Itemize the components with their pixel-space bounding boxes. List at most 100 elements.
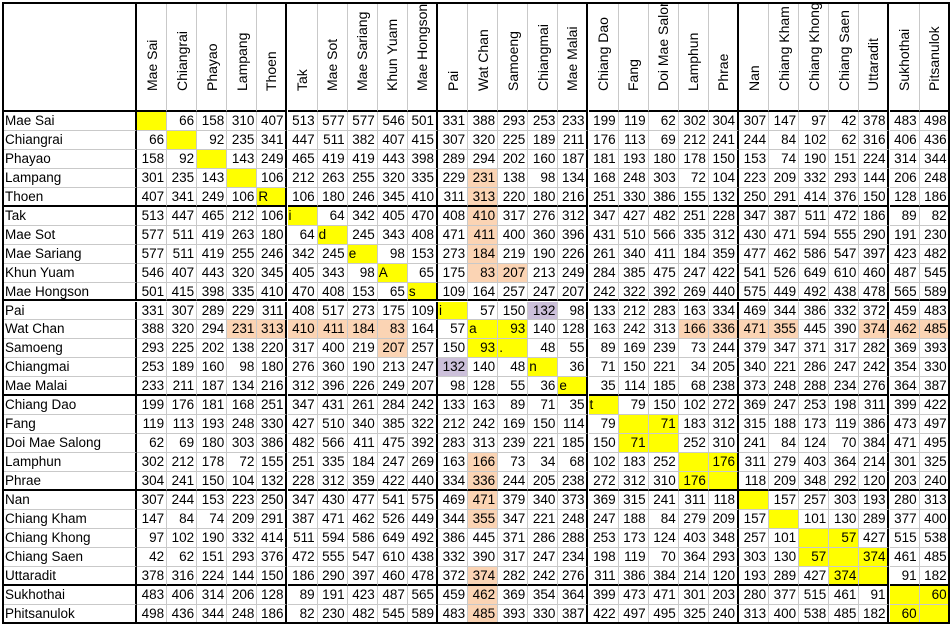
distance-cell[interactable]: 354 — [889, 358, 920, 378]
distance-cell[interactable]: 82 — [919, 206, 950, 226]
distance-cell[interactable]: 247 — [588, 509, 619, 529]
distance-cell[interactable]: 207 — [377, 339, 408, 359]
distance-cell[interactable]: 225 — [498, 130, 529, 150]
distance-cell[interactable]: 411 — [317, 320, 348, 340]
distance-cell[interactable]: 320 — [167, 320, 198, 340]
distance-cell[interactable]: 144 — [859, 168, 890, 188]
distance-cell[interactable]: 427 — [287, 415, 318, 435]
distance-cell[interactable]: 91 — [889, 566, 920, 586]
distance-cell[interactable]: 71 — [528, 396, 559, 416]
distance-cell[interactable]: 347 — [287, 396, 318, 416]
empty-cell[interactable] — [618, 415, 649, 435]
distance-cell[interactable]: 345 — [257, 263, 288, 283]
distance-cell[interactable]: 119 — [137, 415, 168, 435]
distance-cell[interactable]: 151 — [829, 149, 860, 169]
distance-cell[interactable]: 191 — [889, 225, 920, 245]
distance-cell[interactable]: 399 — [588, 585, 619, 605]
column-header-uttaradit[interactable]: Uttaradit — [859, 2, 890, 112]
distance-cell[interactable]: 462 — [889, 320, 920, 340]
distance-cell[interactable]: 168 — [588, 168, 619, 188]
column-header-khun-yuam[interactable]: Khun Yuam — [377, 2, 408, 112]
distance-cell[interactable]: 234 — [558, 547, 589, 567]
diagonal-letter-cell[interactable]: t — [588, 396, 619, 416]
distance-cell[interactable]: 526 — [769, 263, 800, 283]
distance-cell[interactable]: 293 — [829, 168, 860, 188]
empty-cell[interactable] — [919, 604, 950, 624]
distance-cell[interactable]: 284 — [588, 263, 619, 283]
distance-cell[interactable]: 230 — [317, 604, 348, 624]
empty-cell[interactable] — [167, 130, 198, 150]
distance-cell[interactable]: 408 — [317, 282, 348, 302]
empty-cell[interactable] — [739, 491, 770, 510]
distance-cell[interactable]: 427 — [799, 566, 830, 586]
distance-cell[interactable]: 57 — [438, 320, 469, 340]
distance-cell[interactable]: 317 — [829, 339, 860, 359]
distance-cell[interactable]: 360 — [528, 225, 559, 245]
distance-cell[interactable]: 315 — [618, 491, 649, 510]
distance-cell[interactable]: 169 — [498, 415, 529, 435]
distance-cell[interactable]: 546 — [137, 263, 168, 283]
distance-cell[interactable]: 244 — [739, 130, 770, 150]
distance-cell[interactable]: 282 — [859, 339, 890, 359]
distance-cell[interactable]: 340 — [618, 244, 649, 264]
distance-cell[interactable]: 250 — [257, 491, 288, 510]
distance-cell[interactable]: 400 — [317, 339, 348, 359]
diagonal-letter-cell[interactable]: d — [317, 225, 348, 245]
distance-cell[interactable]: 364 — [889, 377, 920, 397]
distance-cell[interactable]: 209 — [227, 509, 258, 529]
distance-cell[interactable]: 649 — [799, 263, 830, 283]
distance-cell[interactable]: 331 — [438, 112, 469, 131]
distance-cell[interactable]: 279 — [678, 509, 709, 529]
distance-cell[interactable]: 251 — [588, 187, 619, 207]
distance-cell[interactable]: 132 — [708, 187, 739, 207]
distance-cell[interactable]: 241 — [648, 491, 679, 510]
distance-cell[interactable]: 180 — [257, 225, 288, 245]
row-header-phitsanulok[interactable]: Phitsanulok — [2, 604, 137, 624]
distance-cell[interactable]: 374 — [859, 547, 890, 567]
distance-cell[interactable]: 102 — [588, 453, 619, 473]
distance-cell[interactable]: 325 — [678, 604, 709, 624]
distance-cell[interactable]: 471 — [739, 320, 770, 340]
distance-cell[interactable]: 340 — [739, 358, 770, 378]
distance-cell[interactable]: 257 — [739, 528, 770, 548]
distance-cell[interactable]: 364 — [829, 453, 860, 473]
distance-cell[interactable]: 461 — [889, 547, 920, 567]
distance-cell[interactable]: 482 — [919, 244, 950, 264]
distance-cell[interactable]: 388 — [137, 320, 168, 340]
distance-cell[interactable]: 247 — [528, 282, 559, 302]
distance-cell[interactable]: 577 — [347, 112, 378, 131]
distance-cell[interactable]: 255 — [347, 168, 378, 188]
distance-cell[interactable]: 249 — [257, 149, 288, 169]
distance-cell[interactable]: 173 — [618, 528, 649, 548]
distance-cell[interactable]: 228 — [287, 472, 318, 491]
distance-cell[interactable]: 396 — [558, 225, 589, 245]
distance-cell[interactable]: 233 — [558, 112, 589, 131]
distance-cell[interactable]: 311 — [739, 453, 770, 473]
distance-cell[interactable]: 317 — [287, 339, 318, 359]
distance-cell[interactable]: 482 — [287, 434, 318, 454]
distance-cell[interactable]: 83 — [468, 263, 499, 283]
column-header-nan[interactable]: Nan — [739, 2, 770, 112]
distance-cell[interactable]: 251 — [287, 453, 318, 473]
distance-cell[interactable]: 471 — [468, 491, 499, 510]
distance-cell[interactable]: 62 — [167, 547, 198, 567]
distance-cell[interactable]: 414 — [257, 528, 288, 548]
distance-cell[interactable]: 387 — [769, 206, 800, 226]
distance-cell[interactable]: 147 — [769, 112, 800, 131]
distance-cell[interactable]: 89 — [498, 396, 529, 416]
distance-cell[interactable]: 211 — [167, 377, 198, 397]
distance-cell[interactable]: 387 — [287, 509, 318, 529]
distance-cell[interactable]: 403 — [799, 453, 830, 473]
distance-cell[interactable]: 460 — [377, 566, 408, 586]
distance-cell[interactable]: 386 — [799, 301, 830, 321]
distance-cell[interactable]: 577 — [137, 225, 168, 245]
distance-cell[interactable]: 246 — [257, 244, 288, 264]
distance-cell[interactable]: 313 — [468, 434, 499, 454]
distance-cell[interactable]: 301 — [678, 585, 709, 605]
distance-cell[interactable]: 495 — [919, 434, 950, 454]
distance-cell[interactable]: 364 — [678, 547, 709, 567]
distance-cell[interactable]: 276 — [859, 377, 890, 397]
distance-cell[interactable]: 376 — [829, 187, 860, 207]
column-header-chiangrai[interactable]: Chiangrai — [167, 2, 198, 112]
distance-cell[interactable]: 280 — [889, 491, 920, 510]
